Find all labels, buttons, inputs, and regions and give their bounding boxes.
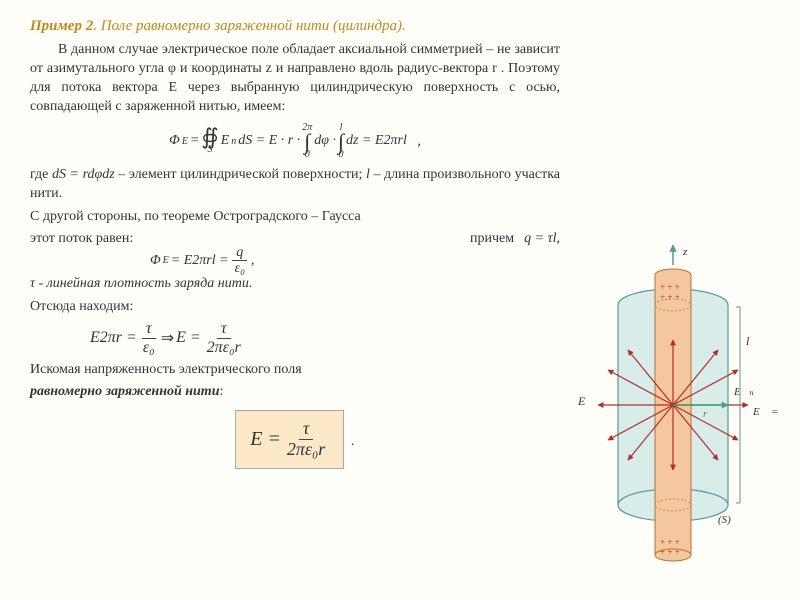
result-period: .	[351, 434, 355, 449]
result-box: E = τ 2πε₀r	[235, 410, 344, 469]
eq1-phi: Φ	[169, 133, 180, 149]
svg-text:l: l	[746, 334, 750, 348]
svg-text:r⃗: r⃗	[703, 408, 716, 420]
eq1-int2: l ∫ 0	[338, 123, 344, 161]
example-title: Пример 2. Поле равномерно заряженной нит…	[30, 18, 560, 35]
eq1-eq: =	[190, 133, 199, 149]
paragraph-6: Отсюда находим:	[30, 298, 560, 317]
label-S: (S)	[718, 514, 731, 526]
eq1-oint: ∯ S	[201, 128, 218, 156]
equation-solve: E2πr = τ ε₀ ⇒ E = τ 2πε₀r	[90, 320, 560, 356]
eq1-dS: dS = E · r ·	[238, 133, 300, 149]
p4c: q = τl,	[524, 231, 560, 247]
svg-text:+ + +: + + +	[660, 292, 680, 302]
eq1-dz: dz = E2πrl	[346, 133, 407, 149]
eq1-dphi: dφ ·	[314, 133, 336, 149]
svg-text:+ + +: + + +	[660, 282, 680, 292]
svg-text:+ + +: + + +	[660, 537, 680, 547]
equation-flux: ΦE = ∯ S En dS = E · r · 2π ∫ 0 dφ · l ∫…	[30, 123, 560, 161]
p4a: этот поток равен:	[30, 231, 133, 247]
eq1-n: n	[231, 136, 236, 147]
paragraph-7: Искомая напряженность электрического пол…	[30, 361, 560, 380]
eq1-int1: 2π ∫ 0	[302, 123, 312, 161]
title-rest: . Поле равномерно заряженной нити (цилин…	[93, 18, 406, 34]
paragraph-2: где dS = rdφdz – элемент цилиндрической …	[30, 166, 560, 204]
eq1-E: E	[221, 133, 230, 149]
p4b: причем	[470, 231, 514, 247]
equation-result: E = τ 2πε₀r .	[30, 410, 560, 469]
label-E-right: E⃗ = E⃗ₙ	[752, 406, 778, 418]
paragraph-1: В данном случае электрическое поле облад…	[30, 41, 560, 117]
svg-text:z: z	[682, 246, 688, 258]
paragraph-5: τ - линейная плотность заряда нити.	[30, 275, 560, 294]
eq1-comma: ,	[417, 133, 421, 148]
label-E: E⃗	[577, 394, 595, 408]
svg-text:+ + +: + + +	[660, 547, 680, 557]
paragraph-3: С другой стороны, по теореме Остроградск…	[30, 208, 560, 227]
paragraph-8: равномерно заряженной нити:	[30, 383, 560, 402]
eq1-sub: E	[182, 136, 188, 147]
cylinder-figure: z + + + + + + + + + + + +	[568, 245, 778, 575]
title-prefix: Пример 2	[30, 18, 93, 34]
equation-flux-2: ΦE = E2πrl = q ε₀ ,	[150, 245, 560, 277]
label-En: E⃗ₙ	[733, 386, 754, 398]
